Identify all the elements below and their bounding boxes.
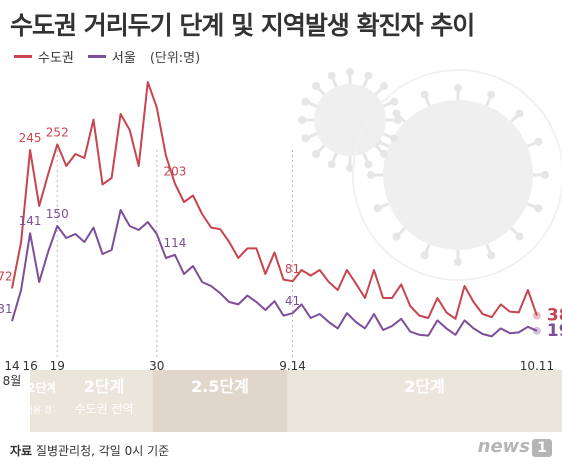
series-end-marker	[532, 311, 541, 320]
data-label: 72	[0, 269, 13, 283]
x-tick-label: 14	[4, 359, 19, 373]
virus-spike-tip	[364, 160, 373, 169]
virus-spike-tip	[373, 204, 382, 213]
virus-spike-tip	[487, 251, 496, 260]
data-label: 38	[547, 306, 562, 326]
virus-spike-tip	[392, 232, 401, 241]
virus-spike-tip	[379, 149, 388, 158]
date-guides	[56, 150, 294, 360]
virus-illustration	[298, 68, 562, 281]
virus-spike-tip	[454, 258, 462, 266]
virus-spike-tip	[534, 204, 543, 213]
data-label: 141	[19, 214, 42, 228]
phase-sublabel: 서울·경기	[25, 404, 61, 416]
legend-label-seoul: 서울	[111, 50, 136, 66]
virus-spike-tip	[301, 97, 310, 106]
source-text: 질병관리청, 각일 0시 기준	[35, 444, 170, 458]
data-label: 203	[163, 165, 186, 179]
virus-spike-tip	[390, 97, 399, 106]
phase-label: 2단계	[404, 377, 445, 396]
news1-logo: news 1	[478, 436, 552, 457]
data-labels: 72 245 252 203 81 38 31 141 150 114 41 19	[0, 125, 562, 340]
virus-spike-tip	[367, 171, 375, 179]
x-tick-label: 30	[149, 359, 164, 373]
virus-spike-tip	[454, 84, 462, 92]
virus-spike-tip	[394, 116, 402, 124]
data-label: 81	[285, 262, 300, 276]
virus-spike-tip	[534, 137, 543, 146]
legend-swatch-capital	[14, 54, 32, 58]
legend-label-capital: 수도권	[38, 50, 74, 66]
data-label: 114	[163, 236, 186, 250]
phase-label: 2.5단계	[191, 377, 249, 396]
legend-item-seoul: 서울	[87, 47, 136, 66]
x-tick-label: 19	[50, 359, 65, 373]
legend-item-capital: 수도권	[14, 47, 74, 66]
legend-swatch-seoul	[87, 54, 106, 58]
series-line-seoul	[11, 209, 538, 338]
chart-title: 수도권 거리두기 단계 및 지역발생 확진자 추이	[10, 11, 475, 40]
virus-spike-tip	[327, 71, 336, 80]
data-label: 252	[46, 125, 69, 139]
source-note: 자료 질병관리청, 각일 0시 기준	[10, 442, 169, 459]
virus-halo	[352, 69, 562, 281]
virus-spike-tip	[420, 251, 429, 260]
data-label: 150	[46, 207, 69, 221]
data-label: 41	[285, 294, 300, 308]
phase-band	[287, 370, 562, 432]
virus-spike-tip	[346, 68, 354, 76]
virus-body	[314, 84, 386, 156]
virus-spike-tip	[420, 90, 429, 99]
virus-spike-tip	[312, 82, 321, 91]
virus-spike-tip	[298, 116, 306, 124]
phase-band	[153, 370, 287, 432]
virus-spike-tip	[392, 109, 401, 118]
phase-band	[55, 370, 153, 432]
phase-label: 2단계	[84, 377, 125, 396]
data-label: 19	[547, 321, 562, 341]
phase-label: 2단계	[27, 380, 57, 395]
legend-unit: (단위:명)	[149, 50, 201, 66]
x-tick-label: 10.11	[520, 359, 554, 373]
virus-spike-tip	[364, 71, 373, 80]
x-axis: 14 16 19 30 9.14 10.11 8월	[3, 359, 554, 388]
virus-spike-tip	[390, 134, 399, 143]
x-tick-label: 16	[22, 359, 37, 373]
data-label: 31	[0, 302, 13, 316]
virus-spike-tip	[541, 171, 549, 179]
virus-spike-tip	[379, 82, 388, 91]
series-end-marker	[532, 326, 541, 335]
news1-logo-text: news	[477, 436, 530, 457]
x-month-label: 8월	[3, 374, 22, 388]
virus-spike-tip	[312, 149, 321, 158]
x-tick-label: 9.14	[279, 359, 306, 373]
virus-spike-tip	[515, 109, 524, 118]
data-label: 245	[19, 131, 42, 145]
phase-band	[30, 370, 55, 432]
source-label: 자료	[10, 444, 33, 458]
virus-spike-tip	[487, 90, 496, 99]
virus-spike-tip	[346, 164, 354, 172]
phase-sublabel: 수도권 전역	[74, 402, 133, 416]
virus-spike-tip	[515, 232, 524, 241]
virus-spike-tip	[301, 134, 310, 143]
legend: 수도권 서울 (단위:명)	[14, 46, 200, 66]
series-line-capital	[11, 81, 538, 320]
series-lines	[11, 81, 541, 338]
news1-logo-badge: 1	[532, 439, 552, 457]
virus-spike-tip	[327, 160, 336, 169]
virus-body	[383, 100, 533, 250]
